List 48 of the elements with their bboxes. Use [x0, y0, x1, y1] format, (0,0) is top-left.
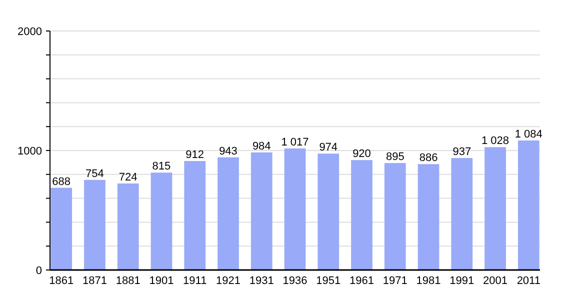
data-label: 724	[118, 171, 138, 184]
data-label: 1 084	[514, 128, 542, 140]
bar	[218, 157, 239, 270]
data-label: 974	[319, 142, 338, 154]
x-tick-label: 1871	[82, 275, 107, 287]
x-tick-label: 1931	[249, 275, 274, 287]
x-tick-label: 1901	[149, 275, 174, 287]
bar	[418, 164, 440, 270]
data-label: 943	[219, 145, 238, 158]
bar	[150, 172, 172, 270]
bar	[84, 180, 106, 270]
y-tick-label: 0	[36, 264, 42, 277]
data-label: 1 028	[482, 135, 510, 148]
x-tick-label: 1881	[116, 275, 140, 287]
x-tick-label: 1911	[183, 275, 207, 287]
bar	[351, 160, 372, 270]
y-tick-label: 2000	[18, 26, 42, 38]
x-tick-label: 1981	[416, 275, 441, 287]
x-tick-label: 2011	[516, 275, 540, 287]
bar	[518, 140, 540, 270]
data-label: 886	[419, 152, 438, 164]
data-label: 912	[186, 149, 204, 162]
x-tick-label: 1961	[350, 275, 374, 287]
data-label: 984	[252, 140, 271, 152]
x-tick-label: 1991	[450, 275, 474, 287]
data-label: 754	[86, 168, 104, 180]
bar	[384, 163, 406, 270]
bar	[484, 147, 506, 270]
bar	[50, 188, 72, 270]
data-label: 895	[386, 151, 404, 164]
bar	[318, 154, 340, 270]
x-tick-label: 1951	[316, 275, 341, 287]
bar	[184, 161, 206, 270]
data-label: 920	[352, 148, 371, 160]
data-label: 815	[152, 160, 171, 173]
x-tick-label: 1971	[382, 275, 408, 287]
x-tick-label: 1921	[216, 275, 240, 287]
data-label: 688	[52, 176, 71, 188]
data-label: 1 017	[281, 136, 309, 148]
bar	[284, 148, 306, 270]
data-label: 937	[452, 146, 472, 158]
x-tick-label: 1936	[282, 275, 308, 287]
bar	[117, 183, 139, 270]
x-tick-label: 1861	[49, 275, 74, 287]
y-tick-label: 1000	[18, 145, 42, 158]
bar	[451, 158, 473, 270]
bar	[250, 152, 272, 270]
x-tick-label: 2001	[483, 275, 508, 287]
